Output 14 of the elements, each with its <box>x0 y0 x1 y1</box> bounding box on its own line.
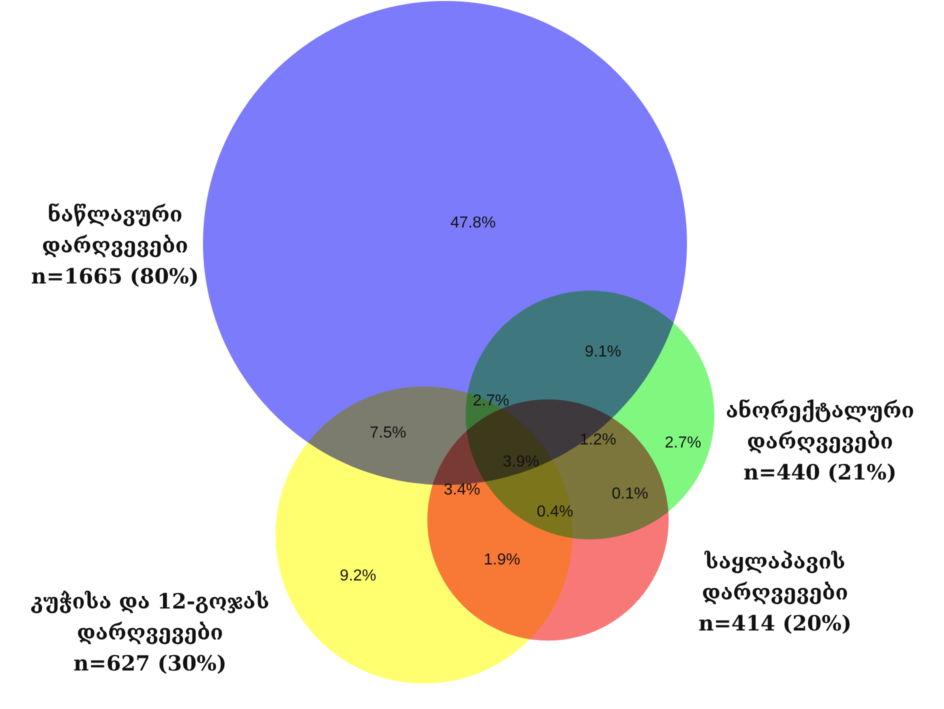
text: 2.7% <box>664 434 702 452</box>
text: 47.8% <box>450 214 496 232</box>
data-label: n=440 (21%) <box>743 460 897 484</box>
text: 0.4% <box>536 504 574 520</box>
text: 9.2% <box>340 568 376 584</box>
data-label: n=414 (20%) <box>698 610 852 636</box>
data-label: n=627 (30%) <box>73 650 227 676</box>
data-label: n=1665 (80%) <box>31 264 199 288</box>
text: 3.4% <box>444 482 480 498</box>
text: 1.2% <box>580 432 616 448</box>
text: 1.9% <box>484 552 520 568</box>
text: 9.1% <box>584 344 622 360</box>
text: 7.5% <box>370 424 406 442</box>
text: 0.1% <box>612 486 648 502</box>
